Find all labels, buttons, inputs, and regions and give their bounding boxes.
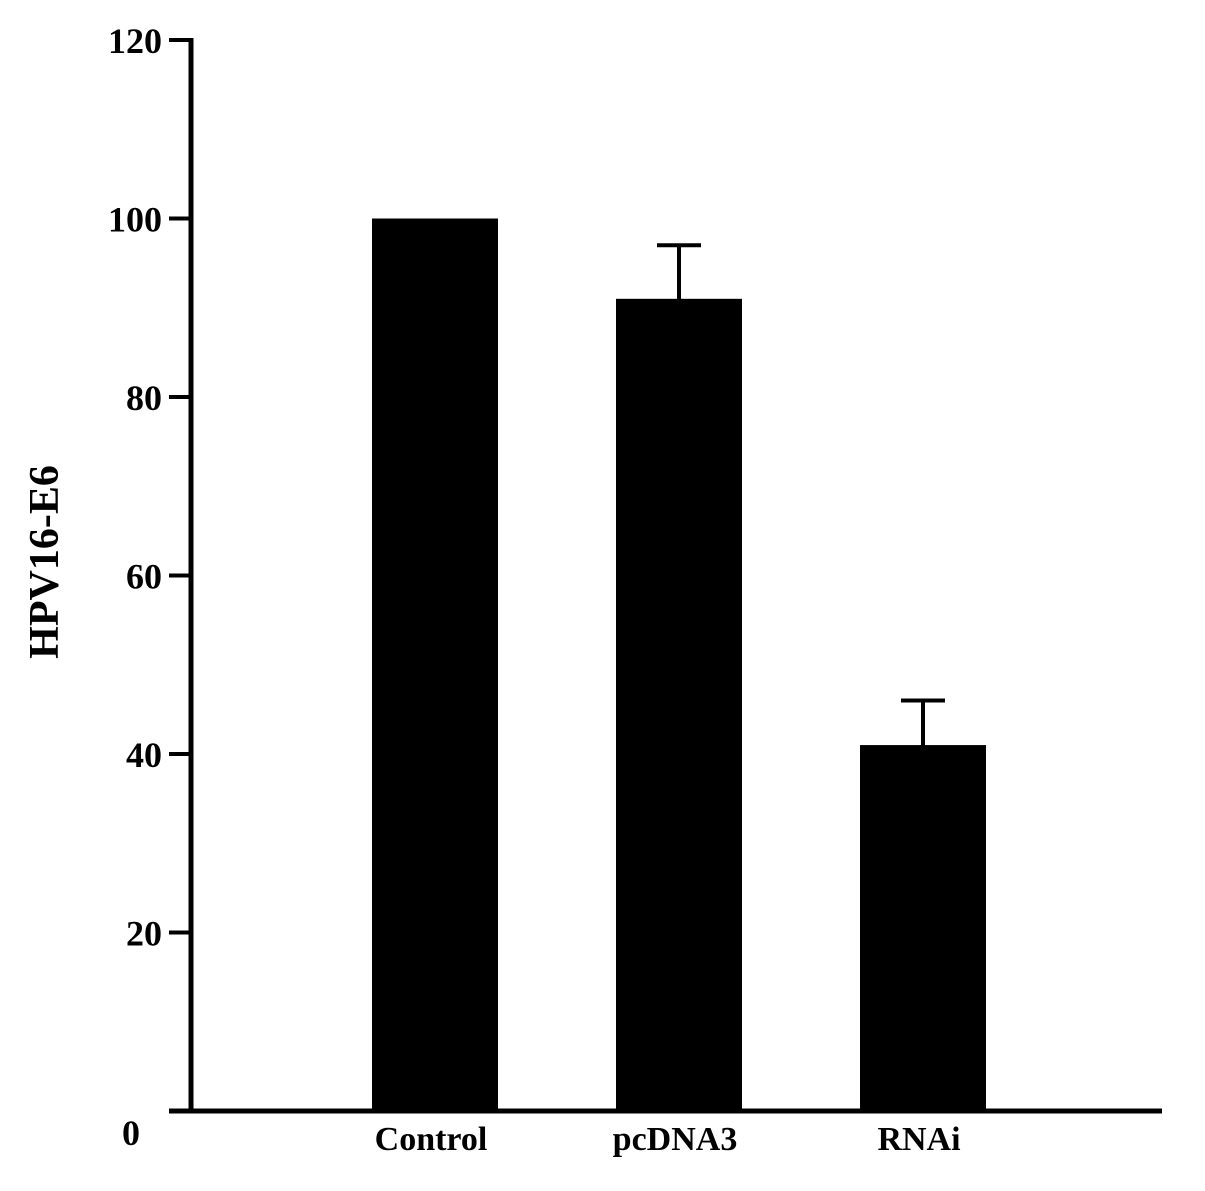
bar-control — [372, 218, 498, 1111]
error-bar-pcdna3 — [657, 243, 701, 301]
x-category-label-pcdna3: pcDNA3 — [613, 1121, 738, 1158]
y-tick-label: 100 — [108, 200, 162, 240]
y-tick-label: 20 — [126, 914, 162, 954]
y-tick-label: 120 — [108, 21, 162, 61]
error-bars-layer — [657, 243, 945, 748]
y-tick-label: 0 — [122, 1113, 140, 1153]
error-bar-rnai — [901, 698, 945, 748]
y-tick-label: 40 — [126, 735, 162, 775]
bars-layer — [372, 218, 986, 1111]
bar-rnai — [860, 745, 986, 1111]
y-tick-label: 60 — [126, 557, 162, 597]
bar-pcdna3 — [616, 298, 742, 1111]
y-axis-title: HPV16-E6 — [22, 465, 68, 659]
y-ticks-layer: 0 20 40 60 80 100 120 — [108, 21, 191, 1153]
x-category-label-rnai: RNAi — [877, 1121, 960, 1158]
x-category-labels: Control pcDNA3 RNAi — [375, 1121, 961, 1158]
y-tick-label: 80 — [126, 378, 162, 418]
x-category-label-control: Control — [375, 1121, 488, 1158]
